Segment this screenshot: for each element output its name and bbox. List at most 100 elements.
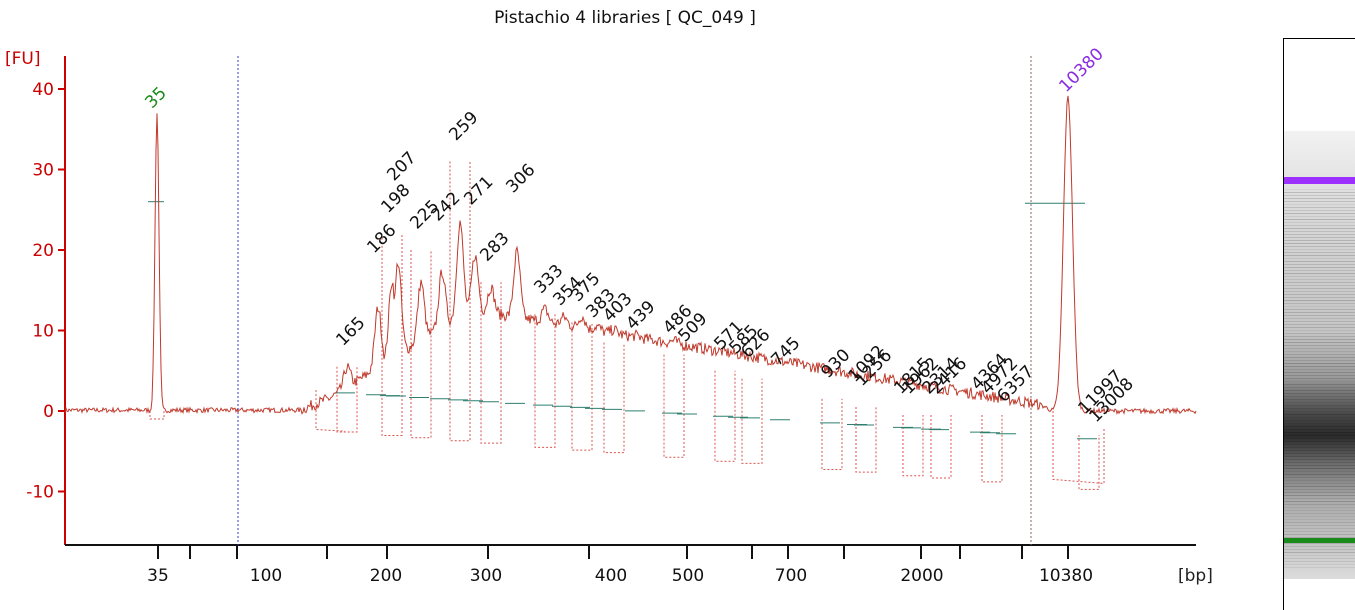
gel-band	[1284, 222, 1355, 223]
gel-band	[1284, 357, 1355, 358]
gel-band	[1284, 516, 1355, 517]
gel-band	[1284, 279, 1355, 280]
gel-band	[1284, 567, 1355, 568]
gel-band	[1284, 531, 1355, 532]
gel-band	[1284, 483, 1355, 484]
gel-band	[1284, 330, 1355, 331]
gel-band	[1284, 543, 1355, 544]
peak-regions	[148, 161, 1105, 490]
peak-label: 186	[363, 220, 400, 257]
gel-band	[1284, 237, 1355, 238]
gel-band	[1284, 240, 1355, 241]
gel-band	[1284, 537, 1355, 538]
chart-title: Pistachio 4 libraries [ QC_049 ]	[494, 8, 756, 28]
gel-band	[1284, 339, 1355, 340]
x-tick-label: 200	[370, 566, 402, 586]
gel-image	[1283, 38, 1355, 610]
gel-band	[1284, 474, 1355, 475]
gel-band	[1284, 465, 1355, 466]
peak-labels: 1651861982072252422592712833063333543753…	[141, 44, 1137, 426]
gel-band	[1284, 276, 1355, 277]
electropherogram-plot: -10 0 10 20 30 40 35 100 200 300 400 500 700 2000 1038…	[5, 44, 1213, 586]
gel-band	[1284, 297, 1355, 298]
marker-peak-label: 10380	[1055, 44, 1107, 96]
x-tick-label: 10380	[1039, 566, 1093, 586]
peak-label: 306	[502, 160, 539, 197]
gel-band	[1284, 234, 1355, 235]
peak-region	[410, 250, 432, 439]
peak-region	[741, 378, 763, 464]
y-tick-label: -10	[26, 483, 54, 503]
gel-band	[1284, 306, 1355, 307]
gel-band	[1284, 495, 1355, 496]
gel-band	[1284, 486, 1355, 487]
marker-peak-label: 35	[141, 83, 170, 112]
y-tick-label: 0	[43, 402, 54, 422]
gel-band	[1284, 231, 1355, 232]
gel-band	[1284, 225, 1355, 226]
x-tick-label: 35	[147, 566, 169, 586]
gel-band	[1284, 195, 1355, 196]
gel-band	[1284, 270, 1355, 271]
gel-band	[1284, 534, 1355, 535]
gel-band	[1284, 399, 1355, 400]
gel-band	[1284, 462, 1355, 463]
gel-band	[1284, 309, 1355, 310]
peak-label: 259	[445, 108, 482, 145]
peak-region	[981, 415, 1003, 483]
peak-region	[315, 390, 346, 432]
peak-region	[663, 354, 685, 458]
gel-band	[1284, 498, 1355, 499]
gel-band	[1284, 414, 1355, 415]
y-tick-label: 20	[32, 241, 54, 261]
gel-band	[1284, 564, 1355, 565]
gel-band	[1284, 393, 1355, 394]
peak-region	[821, 398, 843, 471]
x-tick-label: 300	[470, 566, 502, 586]
gel-band	[1284, 333, 1355, 334]
peak-region	[449, 161, 471, 442]
gel-band	[1284, 441, 1355, 442]
gel-band	[1284, 525, 1355, 526]
gel-band	[1284, 447, 1355, 448]
peak-label: 165	[332, 313, 369, 350]
gel-band	[1284, 207, 1355, 208]
peak-label: 207	[383, 148, 420, 185]
gel-band	[1284, 471, 1355, 472]
gel-band	[1284, 489, 1355, 490]
gel-bands	[1284, 189, 1355, 568]
peak-region	[603, 342, 625, 454]
gel-band	[1284, 411, 1355, 412]
gel-band	[1284, 417, 1355, 418]
gel-band	[1284, 381, 1355, 382]
gel-band	[1284, 408, 1355, 409]
gel-band	[1284, 198, 1355, 199]
gel-band	[1284, 390, 1355, 391]
axes: -10 0 10 20 30 40 35 100 200 300 400 500 700 2000 1038…	[26, 56, 1196, 586]
gel-band	[1284, 420, 1355, 421]
gel-band	[1284, 204, 1355, 205]
peak-region	[336, 366, 358, 433]
gel-band	[1284, 444, 1355, 445]
peak-region	[381, 233, 403, 436]
peak-region	[930, 415, 952, 479]
gel-band	[1284, 360, 1355, 361]
gel-band	[1284, 429, 1355, 430]
gel-band	[1284, 249, 1355, 250]
gel-band	[1284, 522, 1355, 523]
gel-band	[1284, 273, 1355, 274]
gel-band	[1284, 228, 1355, 229]
gel-band	[1284, 492, 1355, 493]
peak-label: 198	[377, 180, 414, 217]
gel-band	[1284, 342, 1355, 343]
gel-band	[1284, 402, 1355, 403]
gel-band	[1284, 405, 1355, 406]
gel-band	[1284, 201, 1355, 202]
x-tick-label: 2000	[900, 566, 943, 586]
gel-band	[1284, 561, 1355, 562]
gel-band	[1284, 435, 1355, 436]
gel-band	[1284, 372, 1355, 373]
gel-band	[1284, 354, 1355, 355]
gel-band	[1284, 432, 1355, 433]
gel-band	[1284, 192, 1355, 193]
